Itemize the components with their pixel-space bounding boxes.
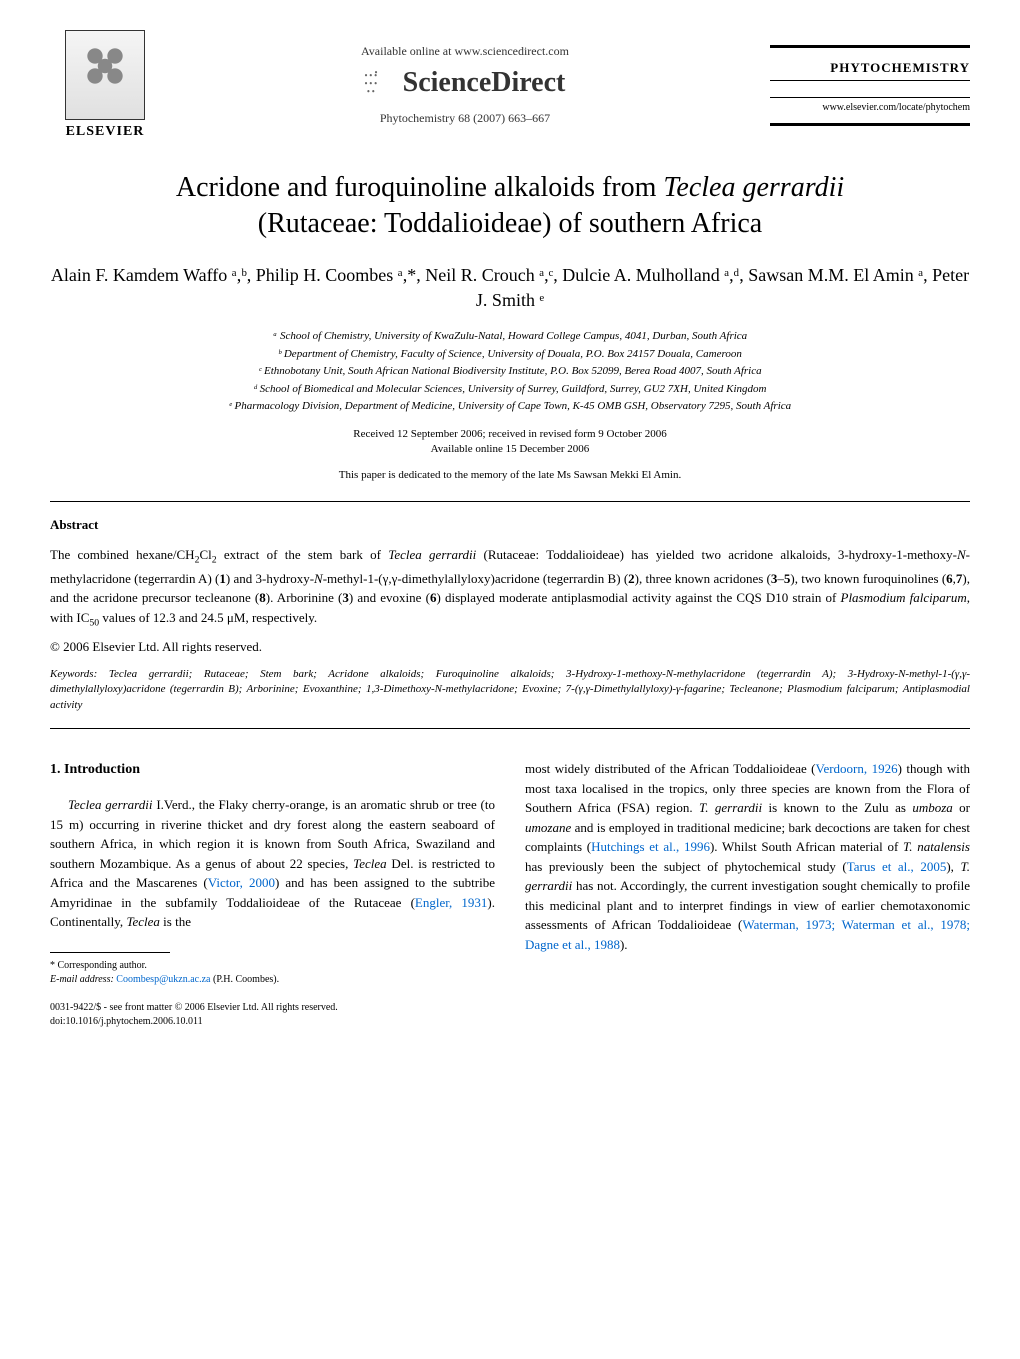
email-line: E-mail address: Coombesp@ukzn.ac.za (P.H… <box>50 973 495 987</box>
right-column: most widely distributed of the African T… <box>525 759 970 1029</box>
email-label: E-mail address: <box>50 974 116 985</box>
page-header: ELSEVIER Available online at www.science… <box>50 30 970 140</box>
dedication: This paper is dedicated to the memory of… <box>50 469 970 481</box>
doi: doi:10.1016/j.phytochem.2006.10.011 <box>50 1015 495 1029</box>
affiliations: ᵃ School of Chemistry, University of Kwa… <box>50 328 970 415</box>
title-part2: (Rutaceae: Toddalioideae) of southern Af… <box>258 208 762 239</box>
email-address: Coombesp@ukzn.ac.za <box>116 974 210 985</box>
keywords-species: Teclea gerrardii <box>109 668 189 680</box>
sciencedirect-logo: ScienceDirect <box>160 67 770 99</box>
abstract-copyright: © 2006 Elsevier Ltd. All rights reserved… <box>50 639 970 655</box>
elsevier-logo: ELSEVIER <box>50 30 160 140</box>
elsevier-text: ELSEVIER <box>66 124 145 140</box>
elsevier-tree-icon <box>65 30 145 120</box>
authors-list: Alain F. Kamdem Waffo ᵃ,ᵇ, Philip H. Coo… <box>50 263 970 313</box>
abstract-heading: Abstract <box>50 517 970 533</box>
left-column: 1. Introduction Teclea gerrardii I.Verd.… <box>50 759 495 1029</box>
keywords: Keywords: Teclea gerrardii; Rutaceae; St… <box>50 667 970 713</box>
footnote-block: * Corresponding author. E-mail address: … <box>50 959 495 1029</box>
right-header: PHYTOCHEMISTRY www.elsevier.com/locate/p… <box>770 45 970 126</box>
right-column-text: most widely distributed of the African T… <box>525 759 970 954</box>
footnote-divider <box>50 952 170 953</box>
received-line1: Received 12 September 2006; received in … <box>50 427 970 442</box>
sciencedirect-text: ScienceDirect <box>403 67 566 99</box>
copyright-footer: 0031-9422/$ - see front matter © 2006 El… <box>50 1001 495 1015</box>
journal-url: www.elsevier.com/locate/phytochem <box>770 97 970 126</box>
article-title: Acridone and furoquinoline alkaloids fro… <box>50 170 970 243</box>
available-online-text: Available online at www.sciencedirect.co… <box>160 44 770 59</box>
affiliation-a: ᵃ School of Chemistry, University of Kwa… <box>50 328 970 345</box>
received-line2: Available online 15 December 2006 <box>50 442 970 457</box>
received-dates: Received 12 September 2006; received in … <box>50 427 970 458</box>
intro-paragraph: Teclea gerrardii I.Verd., the Flaky cher… <box>50 795 495 932</box>
journal-name: PHYTOCHEMISTRY <box>770 45 970 81</box>
affiliation-d: ᵈ School of Biomedical and Molecular Sci… <box>50 381 970 398</box>
divider-top <box>50 501 970 502</box>
affiliation-b: ᵇ Department of Chemistry, Faculty of Sc… <box>50 346 970 363</box>
journal-reference: Phytochemistry 68 (2007) 663–667 <box>160 111 770 126</box>
affiliation-c: ᶜ Ethnobotany Unit, South African Nation… <box>50 363 970 380</box>
sciencedirect-icon <box>365 68 395 98</box>
abstract-text: The combined hexane/CH2Cl2 extract of th… <box>50 545 970 630</box>
email-suffix: (P.H. Coombes). <box>210 974 279 985</box>
divider-bottom <box>50 728 970 729</box>
affiliation-e: ᵉ Pharmacology Division, Department of M… <box>50 398 970 415</box>
keywords-label: Keywords: <box>50 668 109 680</box>
center-header: Available online at www.sciencedirect.co… <box>160 44 770 126</box>
corresponding-author: * Corresponding author. <box>50 959 495 973</box>
body-columns: 1. Introduction Teclea gerrardii I.Verd.… <box>50 759 970 1029</box>
title-part1: Acridone and furoquinoline alkaloids fro… <box>176 172 664 203</box>
keywords-rest: ; Rutaceae; Stem bark; Acridone alkaloid… <box>50 668 970 711</box>
intro-heading: 1. Introduction <box>50 759 495 780</box>
title-species: Teclea gerrardii <box>663 172 844 203</box>
